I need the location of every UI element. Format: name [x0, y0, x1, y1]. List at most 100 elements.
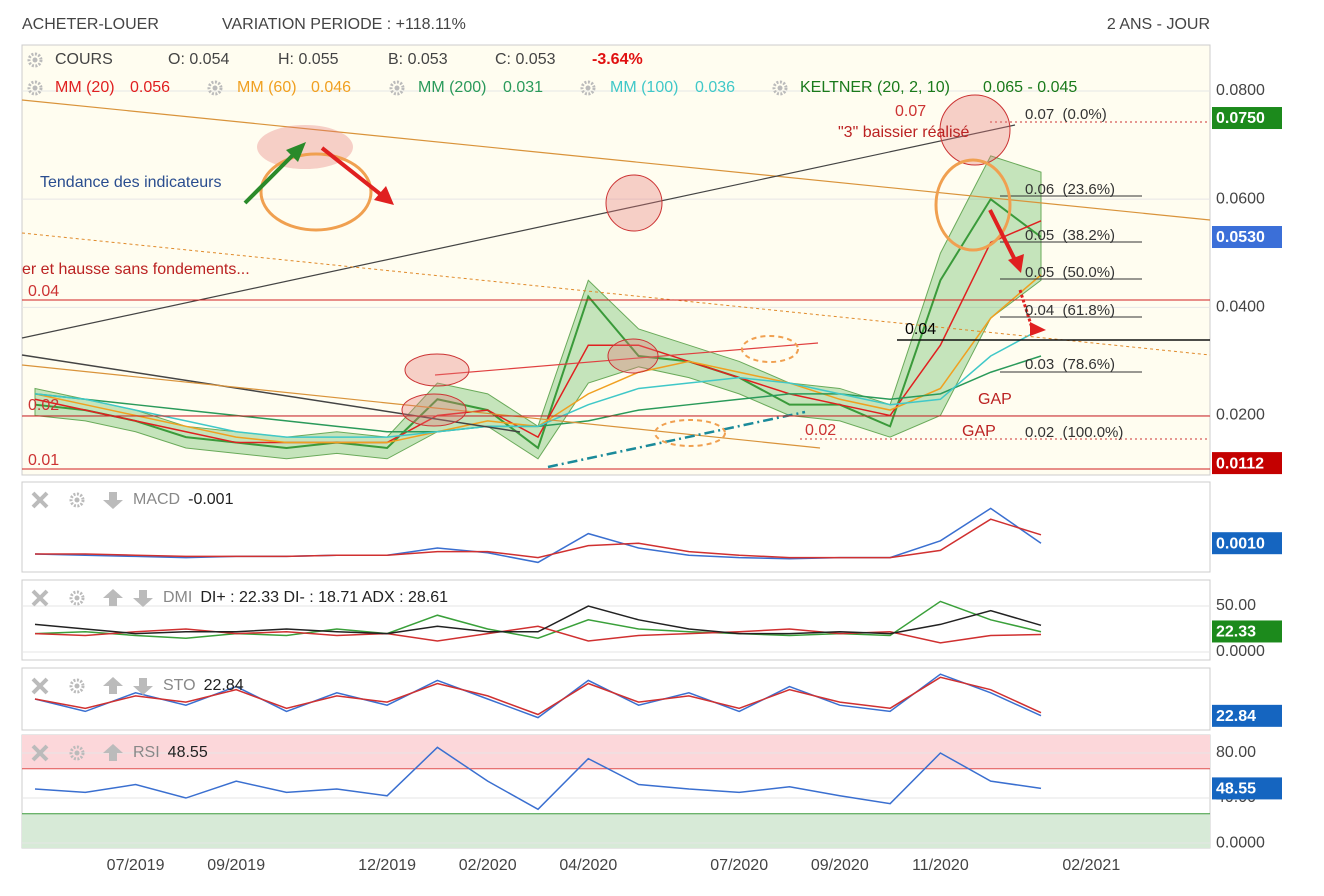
legend-label: KELTNER (20, 2, 10) — [800, 79, 950, 96]
gear-icon — [69, 745, 85, 761]
panel — [21, 579, 1211, 661]
y-tick-label: 50.00 — [1216, 597, 1256, 614]
y-tick-label: 0.0200 — [1216, 407, 1265, 424]
price-tag-label: 0.0530 — [1216, 229, 1265, 246]
change-value: -3.64% — [592, 51, 643, 68]
annotation: 0.05 (38.2%) — [1025, 227, 1115, 244]
chart-title: ACHETER-LOUER — [22, 16, 159, 33]
move-down-button[interactable] — [103, 492, 123, 509]
indicator-value: 48.55 — [168, 744, 208, 761]
series-line — [35, 518, 1042, 559]
y-tick-label: 0.0400 — [1216, 299, 1265, 316]
y-tick-label: 80.00 — [1216, 744, 1256, 761]
trend-line — [547, 410, 806, 469]
arrow — [320, 146, 386, 199]
annotation: 0.02 (100.0%) — [1025, 424, 1123, 441]
annotation: 0.04 — [905, 321, 936, 338]
highlight — [741, 335, 799, 363]
period: 2 ANS - JOUR — [1107, 16, 1210, 33]
legend-label: MM (100) — [610, 79, 678, 96]
gear-icon — [32, 57, 38, 63]
ohlc-value: O: 0.054 — [168, 51, 229, 68]
annotation: 0.07 (0.0%) — [1025, 106, 1107, 123]
annotation: 0.07 — [895, 103, 926, 120]
indicator-value: -0.001 — [188, 491, 233, 508]
highlight — [605, 174, 663, 232]
gear-icon — [777, 85, 783, 91]
indicator-value: DI+ : 22.33 DI- : 18.71 ADX : 28.61 — [200, 589, 448, 606]
move-up-button[interactable] — [103, 744, 123, 761]
indicator-name: RSI — [133, 744, 160, 761]
overbought-zone — [22, 735, 1210, 769]
gear-icon — [74, 595, 80, 601]
annotation: GAP — [978, 391, 1012, 408]
legend-value: 0.046 — [311, 79, 351, 96]
arrow-head — [1008, 254, 1024, 273]
gear-icon — [580, 80, 596, 96]
y-tick-label: 0.0000 — [1216, 834, 1265, 851]
legend-label: MM (200) — [418, 79, 486, 96]
gear-icon — [772, 80, 788, 96]
move-up-button[interactable] — [103, 677, 123, 694]
price-tag — [1212, 226, 1282, 249]
series-line — [34, 220, 1042, 444]
move-down-button[interactable] — [133, 678, 153, 695]
annotation: 0.03 (78.6%) — [1025, 356, 1115, 373]
legend-label: COURS — [55, 51, 113, 68]
x-tick-label: 02/2021 — [1062, 857, 1120, 874]
arrow-head — [286, 142, 306, 162]
close-button[interactable] — [31, 589, 49, 607]
series-line — [34, 328, 1042, 438]
close-button[interactable] — [31, 677, 49, 695]
highlight — [934, 158, 1012, 252]
move-up-button[interactable] — [103, 589, 123, 606]
x-tick-label: 11/2020 — [912, 857, 969, 874]
ohlc-value: C: 0.053 — [495, 51, 556, 68]
x-tick-label: 12/2019 — [358, 857, 416, 874]
annotation: 0.02 — [28, 397, 59, 414]
price-tag-label: 22.33 — [1216, 624, 1256, 641]
highlight — [404, 353, 470, 387]
trend-line — [434, 342, 819, 376]
series-line — [34, 600, 1042, 639]
y-tick-label: 0.0800 — [1216, 82, 1265, 99]
x-tick-label: 09/2020 — [811, 857, 869, 874]
y-tick-label: 0.0600 — [1216, 190, 1265, 207]
close-button[interactable] — [31, 744, 49, 762]
trend-line — [21, 232, 1211, 356]
move-down-button[interactable] — [133, 590, 153, 607]
annotation: er et hausse sans fondements... — [22, 261, 250, 278]
arrow — [988, 209, 1018, 263]
highlight — [654, 419, 726, 447]
trend-line — [21, 99, 1211, 221]
legend-value: 0.031 — [503, 79, 543, 96]
price-tag — [1212, 704, 1282, 727]
series-line — [34, 197, 1042, 450]
annotation: GAP — [962, 423, 996, 440]
annotation: 0.04 — [28, 283, 59, 300]
price-tag-label: 0.0750 — [1216, 110, 1265, 127]
indicator-name: MACD — [133, 491, 180, 508]
gear-icon — [394, 85, 400, 91]
gear-icon — [74, 683, 80, 689]
legend-label: MM (60) — [237, 79, 297, 96]
trend-line — [21, 354, 521, 433]
indicator-name: DMI — [163, 589, 192, 606]
price-tag — [1212, 620, 1282, 643]
gear-icon — [27, 52, 43, 68]
price-tag — [1212, 532, 1282, 555]
price-tag — [1212, 107, 1282, 130]
gear-icon — [389, 80, 405, 96]
legend-value: 0.036 — [695, 79, 735, 96]
series-line — [34, 605, 1042, 635]
close-button[interactable] — [31, 491, 49, 509]
highlight — [607, 338, 659, 374]
legend-value: 0.065 - 0.045 — [983, 79, 1077, 96]
annotation: Tendance des indicateurs — [40, 174, 221, 191]
annotation: 0.06 (23.6%) — [1025, 181, 1115, 198]
highlight — [257, 125, 353, 169]
highlight — [401, 393, 467, 427]
chart-subtitle: VARIATION PERIODE : +118.11% — [222, 16, 466, 33]
price-tag-label: 22.84 — [1216, 708, 1256, 725]
